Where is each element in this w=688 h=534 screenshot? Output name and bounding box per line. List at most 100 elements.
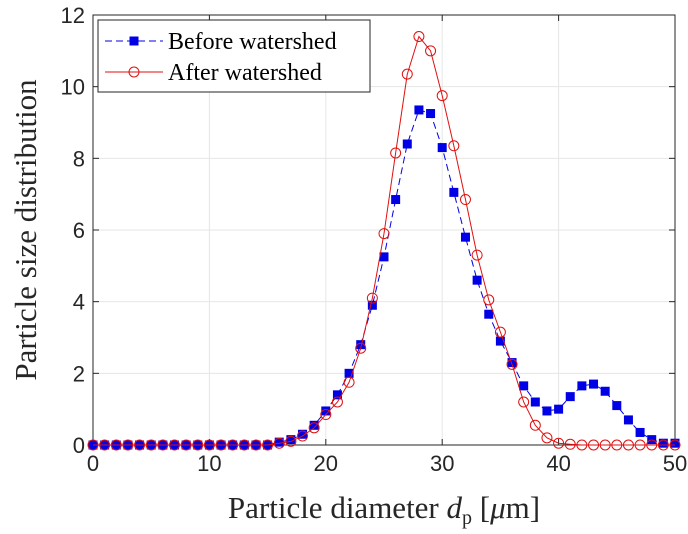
data-point-circle (483, 294, 495, 306)
data-point-square (367, 300, 377, 310)
data-point-circle (157, 439, 169, 451)
data-point-square (612, 401, 622, 411)
x-axis-subscript: p (462, 507, 472, 529)
data-point-square (309, 420, 319, 430)
data-point-square (530, 397, 540, 407)
data-point-square (507, 358, 517, 368)
series-layer (87, 31, 681, 451)
data-point-circle (541, 432, 553, 444)
data-point-square (635, 427, 645, 437)
y-axis-title: Particle size distribution (8, 79, 43, 381)
data-point-square (670, 438, 680, 448)
legend-item-after: After watershed (105, 60, 322, 86)
data-point-circle (611, 439, 623, 451)
x-axis-unit-symbol: μ (489, 490, 506, 525)
data-point-circle (203, 439, 215, 451)
x-axis-title-text: Particle diameter (228, 490, 447, 525)
data-point-circle (506, 358, 518, 370)
data-point-square (623, 415, 633, 425)
series-1 (87, 31, 681, 451)
data-point-circle (425, 45, 437, 57)
data-point-circle (401, 68, 413, 80)
data-point-circle (378, 228, 390, 240)
y-tick-label: 4 (73, 290, 85, 315)
y-tick-label: 6 (73, 218, 85, 243)
data-point-circle (366, 292, 378, 304)
legend-label-after: After watershed (168, 60, 322, 86)
data-point-square (554, 404, 564, 414)
data-point-circle (390, 147, 402, 159)
x-axis-symbol: d (447, 490, 463, 525)
data-point-circle (331, 396, 343, 408)
data-point-square (460, 232, 470, 242)
data-point-square (274, 437, 284, 447)
x-tick-label: 20 (314, 451, 338, 476)
data-point-square (286, 435, 296, 445)
data-point-circle (99, 439, 111, 451)
y-tick-label: 8 (73, 146, 85, 171)
x-tick-label: 30 (430, 451, 454, 476)
data-point-circle (471, 249, 483, 261)
data-point-circle (459, 194, 471, 206)
legend-swatch-before-marker (129, 36, 139, 46)
data-point-square (565, 392, 575, 402)
y-tick-label: 2 (73, 361, 85, 386)
data-point-circle (215, 439, 227, 451)
data-point-circle (436, 90, 448, 102)
data-point-square (321, 406, 331, 416)
data-point-circle (646, 439, 658, 451)
x-tick-label: 0 (87, 451, 99, 476)
data-point-square (402, 139, 412, 149)
x-tick-label: 50 (663, 451, 687, 476)
x-tick-label: 40 (546, 451, 570, 476)
data-point-circle (343, 376, 355, 388)
data-point-square (437, 143, 447, 153)
data-point-circle (657, 439, 669, 451)
data-point-square (519, 381, 529, 391)
data-point-square (298, 429, 308, 439)
data-point-square (356, 340, 366, 350)
data-point-square (600, 386, 610, 396)
data-point-square (344, 368, 354, 378)
data-point-circle (599, 439, 611, 451)
series-line-1 (93, 35, 675, 446)
data-point-square (449, 187, 459, 197)
data-point-square (542, 406, 552, 416)
legend: Before watershed After watershed (97, 19, 371, 93)
data-point-square (379, 252, 389, 262)
x-axis-unit-rest: m] (506, 490, 540, 525)
data-point-circle (494, 326, 506, 338)
data-point-circle (273, 437, 285, 449)
data-point-circle (308, 422, 320, 434)
data-point-circle (297, 430, 309, 442)
data-point-square (577, 381, 587, 391)
x-axis-title: Particle diameter dp [μm] (228, 490, 540, 529)
data-point-circle (192, 439, 204, 451)
data-point-square (391, 195, 401, 205)
y-axis-ticks: 0 2 4 6 8 10 12 (61, 3, 675, 458)
data-point-square (589, 379, 599, 389)
y-tick-label: 0 (73, 433, 85, 458)
data-point-circle (564, 438, 576, 450)
data-point-circle (518, 396, 530, 408)
data-point-square (658, 438, 668, 448)
data-point-circle (355, 342, 367, 354)
data-point-circle (122, 439, 134, 451)
data-point-circle (238, 439, 250, 451)
data-point-circle (285, 435, 297, 447)
data-point-circle (250, 439, 262, 451)
data-point-circle (576, 439, 588, 451)
data-point-square (414, 105, 424, 115)
data-point-circle (227, 439, 239, 451)
data-point-circle (669, 439, 681, 451)
data-point-circle (448, 140, 460, 152)
data-point-circle (87, 439, 99, 451)
data-point-circle (168, 439, 180, 451)
y-tick-label: 12 (61, 3, 85, 28)
legend-swatch-after-marker (128, 66, 140, 78)
data-point-square (472, 275, 482, 285)
data-point-circle (145, 439, 157, 451)
data-point-square (426, 109, 436, 119)
data-point-circle (110, 439, 122, 451)
